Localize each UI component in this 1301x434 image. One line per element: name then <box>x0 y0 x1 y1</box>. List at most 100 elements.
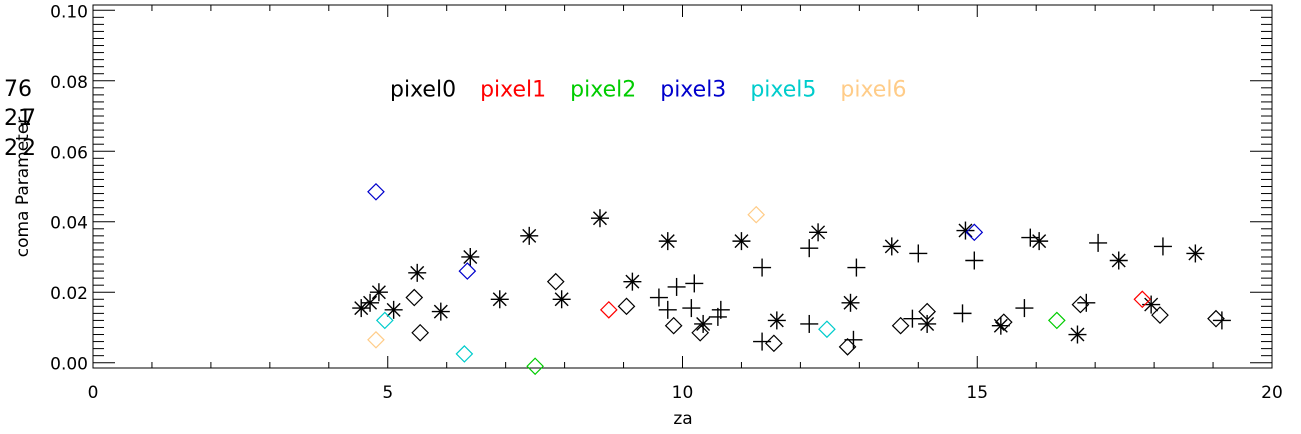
x-tick-label: 0 <box>88 383 99 403</box>
legend-label-pixel5: pixel5 <box>750 78 816 103</box>
stray-label: 76 <box>4 77 32 102</box>
pixel0-diamond-point <box>891 316 910 335</box>
data-points <box>352 182 1231 376</box>
pixel2-diamond-point <box>526 357 544 376</box>
pixel0-asterisk-point <box>352 299 371 318</box>
y-tick-label: 0.08 <box>50 73 88 93</box>
legend-label-pixel1: pixel1 <box>480 78 546 103</box>
pixel0-plus-point <box>965 251 984 270</box>
pixel0-asterisk-point <box>1142 295 1161 314</box>
pixel0-plus-point <box>1089 233 1108 252</box>
pixel0-asterisk-point <box>1186 244 1205 263</box>
pixel0-plus-point <box>800 314 819 333</box>
pixel0-asterisk-point <box>767 311 786 330</box>
pixel5-diamond-point <box>375 311 394 330</box>
pixel5-diamond-point <box>818 320 836 339</box>
stray-label: 21 <box>4 106 32 131</box>
y-axis-label: coma Parameter <box>13 117 33 258</box>
y-tick-label: 0.00 <box>50 355 88 375</box>
pixel0-diamond-point <box>691 323 710 342</box>
y-axis-ticks <box>93 9 1272 364</box>
pixel3-diamond-point <box>965 223 984 242</box>
pixel0-asterisk-point <box>882 237 901 256</box>
pixel0-plus-point <box>847 258 866 277</box>
x-tick-label: 15 <box>966 383 988 403</box>
pixel0-asterisk-point <box>1068 325 1087 344</box>
legend-label-pixel0: pixel0 <box>390 78 456 103</box>
pixel0-asterisk-point <box>809 223 828 242</box>
pixel0-diamond-point <box>664 316 683 335</box>
legend-label-pixel3: pixel3 <box>660 78 726 103</box>
x-tick-label: 20 <box>1261 383 1283 403</box>
stray-label: 7 <box>22 106 36 131</box>
pixel0-diamond-point <box>546 272 565 291</box>
y-tick-label: 0.02 <box>50 284 88 304</box>
x-tick-label: 5 <box>382 383 393 403</box>
pixel0-plus-point <box>953 304 972 323</box>
pixel0-plus-point <box>682 299 701 318</box>
pixel0-plus-point <box>844 330 863 349</box>
pixel0-asterisk-point <box>461 247 480 266</box>
pixel0-asterisk-point <box>991 316 1010 335</box>
pixel0-plus-point <box>800 239 819 258</box>
pixel0-plus-point <box>753 258 772 277</box>
legend-label-pixel6: pixel6 <box>840 78 906 103</box>
pixel0-diamond-point <box>411 323 430 342</box>
pixel0-plus-point <box>753 332 772 351</box>
pixel6-diamond-point <box>747 205 766 224</box>
pixel5-diamond-point <box>455 345 474 363</box>
pixel0-asterisk-point <box>694 314 713 333</box>
pixel0-asterisk-point <box>1109 251 1128 270</box>
stray-label: 2 <box>22 136 36 161</box>
pixel0-plus-point <box>708 307 727 326</box>
pixel0-plus-point <box>903 309 922 328</box>
pixel3-diamond-point <box>367 182 385 201</box>
pixel0-plus-point <box>1015 299 1034 318</box>
pixel3-diamond-point <box>458 262 477 280</box>
y-tick-label: 0.06 <box>50 143 88 163</box>
pixel1-diamond-point <box>599 301 618 319</box>
pixel0-asterisk-point <box>552 290 571 309</box>
x-axis-ticks <box>92 5 1273 368</box>
x-axis-label: za <box>673 409 692 429</box>
legend-label-pixel2: pixel2 <box>570 78 636 103</box>
x-tick-label: 10 <box>672 383 694 403</box>
pixel0-plus-point <box>711 300 730 319</box>
pixel0-plus-point <box>667 277 686 296</box>
pixel0-diamond-point <box>405 288 424 307</box>
pixel0-asterisk-point <box>732 232 751 251</box>
pixel0-asterisk-point <box>361 293 380 312</box>
pixel0-plus-point <box>685 274 704 293</box>
pixel0-asterisk-point <box>490 290 509 309</box>
y-tick-label: 0.10 <box>50 2 88 22</box>
plot-frame <box>92 4 1273 369</box>
pixel2-diamond-point <box>1047 311 1066 330</box>
pixel0-asterisk-point <box>841 293 860 312</box>
pixel0-diamond-point <box>765 334 783 353</box>
pixel0-asterisk-point <box>590 209 609 228</box>
pixel0-asterisk-point <box>956 221 975 240</box>
pixel0-plus-point <box>658 300 677 319</box>
pixel0-plus-point <box>1153 237 1172 256</box>
pixel0-plus-point <box>1212 311 1231 330</box>
pixel0-asterisk-point <box>918 314 937 333</box>
pixel0-plus-point <box>909 244 928 263</box>
pixel0-asterisk-point <box>623 272 642 291</box>
y-tick-label: 0.04 <box>50 214 88 234</box>
x-axis-tick-labels: 0 5 10 15 20 <box>88 383 1283 403</box>
pixel0-asterisk-point <box>431 302 450 321</box>
pixel0-asterisk-point <box>369 283 388 302</box>
pixel0-asterisk-point <box>658 232 677 251</box>
pixel0-plus-point <box>1021 228 1040 247</box>
stray-label: 2 <box>4 136 18 161</box>
pixel6-diamond-point <box>367 330 385 349</box>
pixel0-diamond-point <box>994 313 1013 332</box>
legend: pixel0 pixel1 pixel2 pixel3 pixel5 pixel6 <box>390 78 906 103</box>
pixel1-diamond-point <box>1133 290 1152 309</box>
pixel0-asterisk-point <box>1030 232 1049 251</box>
pixel0-diamond-point <box>617 297 636 316</box>
pixel0-asterisk-point <box>384 300 403 319</box>
pixel0-diamond-point <box>1151 306 1169 324</box>
stray-labels: 76 21 7 2 2 <box>4 77 36 161</box>
